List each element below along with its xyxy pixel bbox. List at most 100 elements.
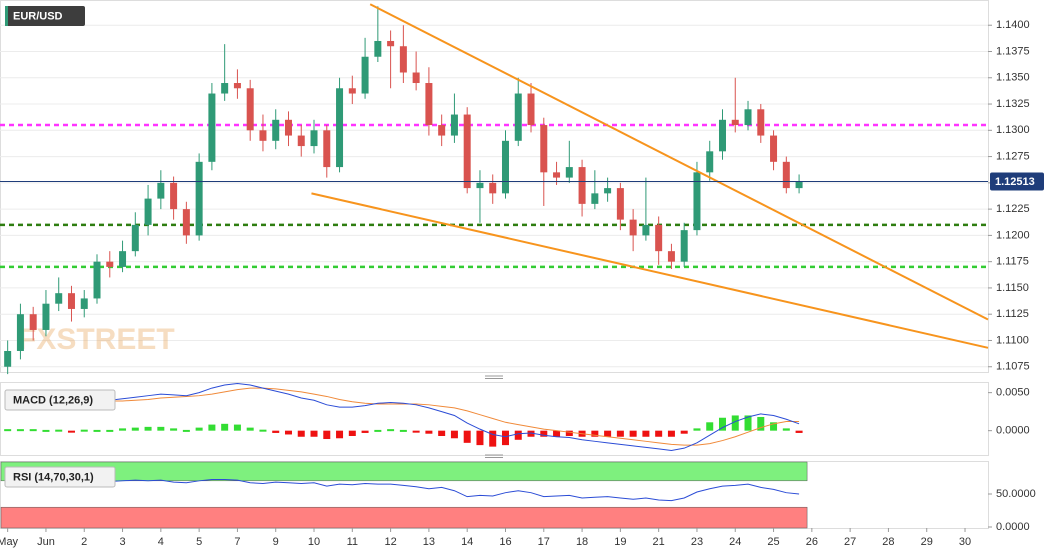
histogram-bar xyxy=(489,430,497,447)
panel-title: MACD (12,26,9) xyxy=(13,394,93,406)
candle-body xyxy=(680,230,688,262)
candle-body xyxy=(655,224,663,252)
y-tick-label: 1.1225 xyxy=(996,203,1030,215)
candle-body xyxy=(233,83,241,89)
candle-body xyxy=(591,193,599,204)
y-tick-label: 1.1125 xyxy=(996,308,1029,320)
candle-body xyxy=(361,56,369,94)
y-tick-label: 1.1350 xyxy=(996,72,1030,84)
histogram-bar xyxy=(297,430,305,437)
candle-body xyxy=(348,88,356,94)
candle-body xyxy=(706,151,714,173)
candle-body xyxy=(310,130,318,147)
x-tick-label: 11 xyxy=(347,536,358,548)
candle-body xyxy=(578,167,586,204)
x-tick-label: 25 xyxy=(767,536,779,548)
label-box xyxy=(5,6,85,26)
histogram-bar xyxy=(616,430,624,437)
candle-body xyxy=(297,135,305,147)
candle-body xyxy=(387,40,395,47)
y-tick-label: 50.0000 xyxy=(996,488,1036,500)
histogram-bar xyxy=(246,427,254,431)
x-tick-label: 2 xyxy=(81,536,87,548)
x-tick-label: 19 xyxy=(614,536,626,548)
histogram-bar xyxy=(680,430,688,434)
histogram-bar xyxy=(604,430,612,437)
candle-body xyxy=(757,109,765,136)
histogram-bar xyxy=(706,422,714,431)
candle-body xyxy=(16,314,24,351)
histogram-bar xyxy=(655,430,663,437)
y-tick-label: 1.1100 xyxy=(996,334,1029,346)
y-tick-label: 0.0000 xyxy=(996,425,1030,437)
histogram-bar xyxy=(425,430,433,434)
trendline xyxy=(311,192,989,349)
histogram-bar xyxy=(782,428,790,431)
histogram-bar xyxy=(106,429,114,432)
histogram-bar xyxy=(208,424,216,431)
candle-body xyxy=(450,114,458,136)
label-box xyxy=(4,466,116,488)
histogram-bar xyxy=(131,427,139,431)
histogram-bar xyxy=(272,430,280,433)
label-accent xyxy=(5,6,8,26)
histogram-bar xyxy=(514,430,522,440)
y-tick-label: 1.1175 xyxy=(996,256,1029,268)
candle-body xyxy=(527,93,535,126)
x-tick-label: 4 xyxy=(158,536,164,548)
x-tick-label: May xyxy=(0,536,19,548)
x-tick-label: 26 xyxy=(806,536,818,548)
x-tick-label: 7 xyxy=(234,536,240,548)
x-tick-label: 27 xyxy=(844,536,856,548)
y-tick-label: 1.1275 xyxy=(996,150,1030,162)
candle-body xyxy=(4,350,12,367)
histogram-bar xyxy=(387,429,395,432)
candle-body xyxy=(221,83,229,94)
candle-body xyxy=(501,140,509,194)
candle-body xyxy=(259,130,267,141)
panel-handle[interactable] xyxy=(485,375,503,458)
candle-body xyxy=(514,93,522,141)
candle-body xyxy=(119,251,127,267)
y-tick-label: 1.1075 xyxy=(996,361,1030,373)
histogram-bar xyxy=(284,430,292,435)
candle-body xyxy=(425,83,433,126)
candle-body xyxy=(323,130,331,168)
histogram-bar xyxy=(642,430,650,437)
histogram-bar xyxy=(29,429,37,432)
y-tick-label: 1.1150 xyxy=(996,282,1029,294)
histogram-bar xyxy=(195,427,203,431)
histogram-bar xyxy=(119,428,127,431)
candle-body xyxy=(438,125,446,136)
histogram-bar xyxy=(336,430,344,439)
candle-body xyxy=(718,119,726,152)
overbought-band xyxy=(0,461,808,482)
histogram-bar xyxy=(438,430,446,436)
x-tick-label: 14 xyxy=(461,536,473,548)
x-tick-label: 16 xyxy=(499,536,511,548)
candle-body xyxy=(770,135,778,162)
x-tick-label: 23 xyxy=(691,536,703,548)
histogram-bar xyxy=(170,428,178,431)
candle-body xyxy=(272,119,280,141)
y-tick-label: 1.1400 xyxy=(996,19,1030,31)
oversold-band xyxy=(0,506,808,529)
candle-body xyxy=(182,209,190,236)
candle-body xyxy=(144,198,152,225)
x-tick-label: 28 xyxy=(882,536,894,548)
candle-body xyxy=(336,88,344,168)
panel-title: RSI (14,70,30,1) xyxy=(13,471,94,483)
candle-body xyxy=(399,46,407,73)
rsi-panel xyxy=(0,461,989,529)
x-tick-label: 3 xyxy=(119,536,125,548)
candle-body xyxy=(208,93,216,162)
candle-body xyxy=(29,314,37,330)
histogram-bar xyxy=(693,428,701,431)
candle-body xyxy=(412,72,420,84)
x-tick-label: 24 xyxy=(729,536,741,548)
candle-body xyxy=(693,172,701,231)
y-tick-label: 1.1325 xyxy=(996,98,1030,110)
x-tick-label: 18 xyxy=(576,536,588,548)
histogram-bar xyxy=(667,430,675,437)
